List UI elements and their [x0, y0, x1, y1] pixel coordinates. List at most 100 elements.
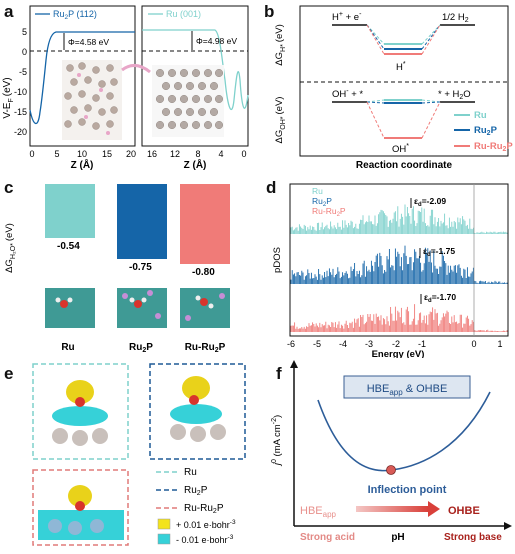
- panel-a: a V-EF(eV) 5 0 -5 -10 -15 -20 0 5 10 15 …: [0, 0, 262, 171]
- positive-density-label: + 0.01 e·bohr-3: [176, 519, 236, 530]
- panel-f-label: f: [276, 364, 282, 383]
- legend-ru2p-text: Ru2P: [184, 485, 208, 497]
- panel-d-label: d: [266, 178, 277, 197]
- panel-c-ylabel: ΔGH₂O*(eV): [4, 223, 17, 273]
- xtick: 16: [147, 149, 157, 159]
- xtick: -4: [339, 339, 347, 349]
- her-intermediate-label: H*: [396, 61, 406, 73]
- ytick: -15: [14, 107, 27, 117]
- panel-d-chart: pDOS -6 -5 -4 -3 -2 -1 0 1 Energy (eV) R…: [272, 183, 509, 360]
- panel-e: e Ru Ru2P: [0, 358, 262, 549]
- panel-a-yticks: 5 0 -5 -10 -15 -20: [14, 27, 27, 137]
- panel-b-chart: ΔGH*(eV) ΔGOH*(eV) H+ + e- 1/2 H2 H* OH-…: [274, 5, 513, 171]
- panel-c-categories: Ru Ru2P Ru-Ru2P: [61, 342, 225, 354]
- her-ruru2p-connector: [366, 24, 441, 55]
- panel-d-xticks: -6 -5 -4 -3 -2 -1 0 1: [287, 339, 503, 349]
- xtick: -6: [287, 339, 295, 349]
- panel-d: d pDOS -6 -5 -4 -3 -2 -1 0 1 Energy (eV)…: [262, 178, 515, 360]
- dos-trace-ru2p: [290, 245, 508, 284]
- ruru2p-charge-box: [32, 469, 129, 546]
- her-final-label: 1/2 H2: [442, 12, 469, 24]
- panel-e-legend: Ru Ru2P Ru-Ru2P + 0.01 e·bohr-3 - 0.01 e…: [156, 467, 236, 545]
- strong-base-label: Strong base: [444, 532, 502, 543]
- panel-b-label: b: [264, 2, 275, 21]
- panel-a-xticks: 0 5 10 15 20 16 12 8 4 0: [29, 149, 246, 159]
- panel-f-xlabel: pH: [391, 532, 404, 543]
- legend-ruru2p-text: Ru-Ru2P: [312, 206, 346, 218]
- ohbe-term: OHBE: [448, 505, 480, 517]
- xtick: 8: [195, 149, 200, 159]
- ru2p-charge-box: [149, 363, 246, 460]
- ruru2p-water-structure: [180, 288, 230, 328]
- panel-f: f j0 (mA cm-2) HBEapp & OHBE Inflection …: [262, 358, 515, 549]
- dos-trace-ru: [290, 204, 508, 234]
- xtick: 5: [54, 149, 59, 159]
- panel-b-xlabel: Reaction coordinate: [356, 160, 453, 171]
- panel-a-left-frame: [29, 5, 136, 147]
- hbe-ohbe-title: HBEapp & OHBE: [367, 383, 448, 397]
- her-ru2p-connector: [366, 24, 441, 50]
- panel-d-ylabel: pDOS: [272, 247, 283, 273]
- panel-b: b ΔGH*(eV) ΔGOH*(eV) H+ + e- 1/2 H2 H*: [262, 0, 515, 172]
- oh-ru2p-connector: [366, 101, 441, 104]
- bar-value-label: -0.75: [129, 262, 152, 273]
- panel-b-legend: Ru Ru2P Ru-Ru2P: [454, 110, 513, 153]
- legend-ru-text: Ru: [474, 110, 487, 121]
- xtick: 4: [218, 149, 223, 159]
- xtick: 10: [77, 149, 87, 159]
- ph-gradient-arrowhead: [428, 501, 440, 517]
- ytick: 0: [22, 47, 27, 57]
- legend-ru2p-text: Ru2P: [474, 125, 498, 137]
- volcano-curve: [317, 391, 491, 472]
- xtick: 0: [471, 339, 476, 349]
- oh-initial-label: OH- + *: [332, 88, 363, 100]
- panel-a-label: a: [4, 2, 14, 21]
- xtick: -2: [392, 339, 400, 349]
- panel-c-label: c: [4, 178, 14, 197]
- strong-acid-label: Strong acid: [300, 532, 355, 543]
- panel-a-chart: V-EF(eV) 5 0 -5 -10 -15 -20 0 5 10 15 20…: [2, 5, 249, 171]
- her-initial-label: H+ + e-: [332, 11, 362, 23]
- dband-label-ruru2p: εd=-1.70: [424, 292, 456, 304]
- xtick: 0: [29, 149, 34, 159]
- panel-f-ylabel: j0 (mA cm-2): [271, 415, 283, 467]
- negative-density-label: - 0.01 e·bohr-3: [176, 534, 234, 545]
- legend-ruru2p-text: Ru-Ru2P: [184, 503, 224, 515]
- oh-final-label: * + H2O: [438, 89, 471, 101]
- panel-a-ylabel: V-EF(eV): [2, 77, 15, 118]
- ru-potential-curve: [142, 29, 249, 111]
- xtick: -5: [313, 339, 321, 349]
- bar-ru2p: [117, 184, 167, 259]
- panel-d-legend: Ru Ru2P Ru-Ru2P: [312, 186, 346, 218]
- hbe-app-term: HBEapp: [300, 505, 337, 519]
- her-ru-connector: [366, 24, 441, 45]
- bar-value-label: -0.54: [57, 241, 80, 252]
- phi-label-left: Φ=4.58 eV: [68, 37, 109, 47]
- positive-density-swatch: [157, 518, 171, 530]
- legend-ru-text: Ru: [312, 186, 323, 196]
- xtick: 20: [126, 149, 136, 159]
- hbe-ohbe-box: [343, 375, 471, 399]
- ru-structure-image: [152, 65, 224, 137]
- panel-d-frame: [289, 183, 509, 337]
- xtick: 15: [102, 149, 112, 159]
- dos-trace-ruru2p: [290, 304, 508, 332]
- panel-b-frame: [299, 5, 509, 157]
- xtick: 12: [170, 149, 180, 159]
- ru-charge-density: [52, 380, 108, 446]
- oh-intermediate-label: OH*: [392, 143, 409, 155]
- bar-ruru2p: [180, 184, 230, 264]
- ru2p-structure-image: [62, 60, 122, 140]
- ph-gradient-arrow: [356, 506, 428, 512]
- xtick: 0: [241, 149, 246, 159]
- panel-a-right-frame: [141, 5, 249, 147]
- panel-f-figure: j0 (mA cm-2) HBEapp & OHBE Inflection po…: [271, 360, 512, 543]
- connector-arrow: [121, 64, 151, 74]
- ruru2p-charge-density: [38, 485, 124, 540]
- phi-label-right: Φ=4.98 eV: [196, 36, 237, 46]
- panel-b-ylabel-top: ΔGH*(eV): [274, 24, 287, 65]
- ru-charge-box: [32, 363, 129, 460]
- panel-e-label: e: [4, 364, 14, 383]
- ytick: -5: [19, 67, 27, 77]
- panel-c-chart: ΔGH₂O*(eV) -0.54 -0.75 -0.80 Ru Ru2P Ru-Ru…: [4, 184, 230, 354]
